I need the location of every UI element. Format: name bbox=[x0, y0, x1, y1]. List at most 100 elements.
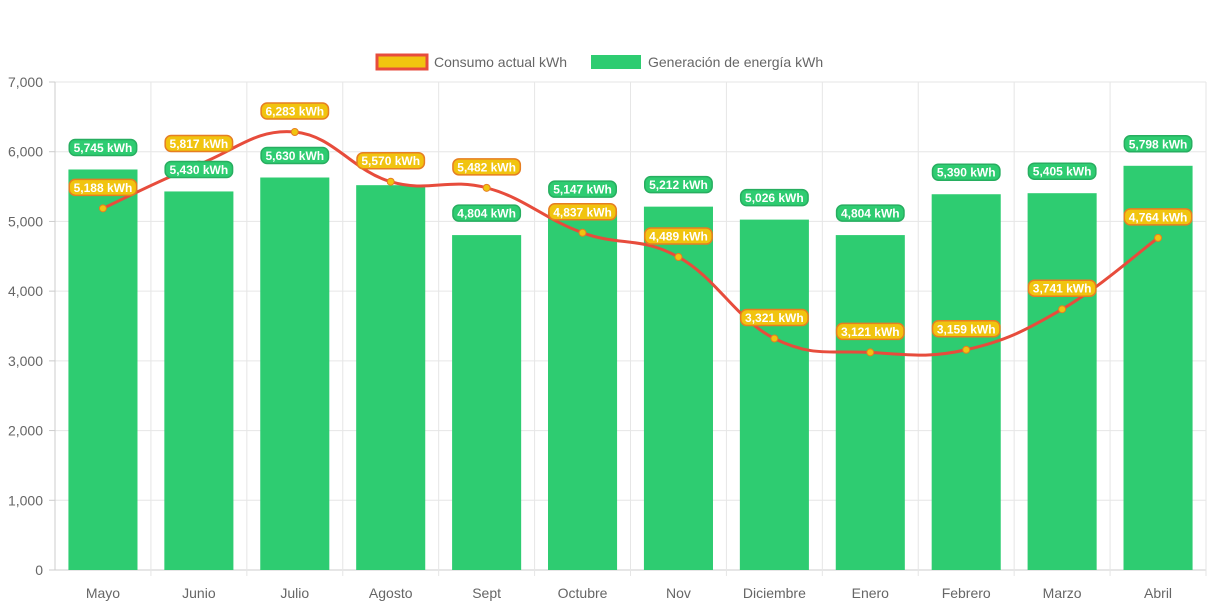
line-data-label: 5,570 kWh bbox=[356, 151, 426, 170]
line-data-label: 4,764 kWh bbox=[1123, 208, 1193, 226]
data-labels: 5,745 kWh 5,430 kWh 5,630 kWh 4,804 kWh 5,14… bbox=[68, 102, 1193, 341]
line-data-label: 5,482 kWh bbox=[452, 158, 522, 176]
bar-data-label: 5,390 kWh bbox=[931, 163, 1001, 181]
legend[interactable]: Consumo actual kWh Generación de energía … bbox=[375, 53, 823, 71]
legend-swatch-consumo bbox=[375, 53, 429, 71]
legend-item-generacion[interactable]: Generación de energía kWh bbox=[591, 54, 823, 70]
point-consumo[interactable] bbox=[866, 348, 875, 357]
x-tick-label: Febrero bbox=[942, 585, 991, 601]
y-tick-label: 2,000 bbox=[8, 423, 43, 439]
line-data-label: 4,489 kWh bbox=[644, 227, 713, 245]
bar-generacion[interactable] bbox=[356, 185, 426, 571]
bar-generacion[interactable] bbox=[68, 169, 138, 570]
bar-data-label: 5,405 kWh bbox=[1027, 162, 1097, 180]
line-data-label: 3,741 kWh bbox=[1027, 279, 1097, 297]
x-tick-label: Julio bbox=[280, 585, 309, 601]
bar-generacion[interactable] bbox=[1027, 193, 1097, 571]
svg-text:5,212 kWh: 5,212 kWh bbox=[649, 178, 708, 192]
bar-generacion[interactable] bbox=[931, 194, 1001, 571]
svg-text:5,147 kWh: 5,147 kWh bbox=[553, 183, 612, 197]
y-tick-label: 7,000 bbox=[8, 74, 43, 90]
bar-generacion[interactable] bbox=[835, 235, 905, 570]
line-data-label: 6,283 kWh bbox=[260, 102, 330, 120]
y-tick-label: 5,000 bbox=[8, 213, 43, 229]
axes: 0 1,000 2,000 3,000 4,000 5,000 6,000 7,000 Mayo… bbox=[8, 74, 1172, 601]
y-tick-label: 0 bbox=[35, 562, 43, 578]
svg-text:5,570 kWh: 5,570 kWh bbox=[361, 154, 420, 168]
svg-text:5,817 kWh: 5,817 kWh bbox=[170, 137, 229, 151]
x-tick-label: Junio bbox=[182, 585, 216, 601]
x-tick-label: Agosto bbox=[369, 585, 413, 601]
bar-data-label: 5,026 kWh bbox=[739, 188, 809, 207]
svg-text:6,283 kWh: 6,283 kWh bbox=[265, 104, 324, 118]
grid-lines bbox=[49, 81, 1207, 576]
point-consumo[interactable] bbox=[1058, 305, 1067, 314]
point-consumo[interactable] bbox=[962, 345, 971, 354]
legend-item-consumo[interactable]: Consumo actual kWh bbox=[375, 53, 567, 71]
svg-text:5,482 kWh: 5,482 kWh bbox=[457, 160, 516, 174]
bar-generacion[interactable] bbox=[643, 206, 713, 570]
legend-swatch-generacion bbox=[591, 55, 641, 69]
bar-generacion[interactable] bbox=[164, 191, 234, 571]
point-consumo[interactable] bbox=[1154, 233, 1163, 242]
svg-text:5,405 kWh: 5,405 kWh bbox=[1033, 165, 1092, 179]
point-consumo[interactable] bbox=[674, 253, 683, 262]
bar-data-label: 4,804 kWh bbox=[452, 204, 522, 222]
point-consumo[interactable] bbox=[482, 183, 491, 192]
svg-text:5,026 kWh: 5,026 kWh bbox=[745, 191, 804, 205]
y-tick-label: 1,000 bbox=[8, 492, 43, 508]
line-data-label: 3,159 kWh bbox=[931, 320, 1001, 338]
bar-data-label: 5,430 kWh bbox=[164, 160, 234, 179]
bar-data-label: 5,798 kWh bbox=[1123, 135, 1193, 153]
line-data-label: 5,817 kWh bbox=[164, 134, 234, 153]
bar-data-label: 5,745 kWh bbox=[68, 138, 138, 157]
svg-text:3,159 kWh: 3,159 kWh bbox=[937, 322, 996, 336]
point-consumo[interactable] bbox=[578, 228, 587, 237]
point-consumo[interactable] bbox=[290, 127, 299, 136]
bar-data-label: 5,630 kWh bbox=[260, 146, 330, 165]
line-consumo[interactable] bbox=[102, 130, 1159, 357]
svg-text:3,321 kWh: 3,321 kWh bbox=[745, 311, 804, 325]
bar-data-label: 5,212 kWh bbox=[644, 175, 713, 194]
line-data-label: 4,837 kWh bbox=[548, 203, 617, 221]
svg-text:4,804 kWh: 4,804 kWh bbox=[457, 207, 516, 221]
bar-generacion[interactable] bbox=[1123, 165, 1193, 570]
svg-text:4,804 kWh: 4,804 kWh bbox=[841, 207, 900, 221]
x-tick-label: Octubre bbox=[558, 585, 608, 601]
bar-generacion[interactable] bbox=[260, 177, 330, 570]
svg-text:4,764 kWh: 4,764 kWh bbox=[1129, 210, 1188, 224]
y-tick-label: 4,000 bbox=[8, 283, 43, 299]
svg-text:4,837 kWh: 4,837 kWh bbox=[553, 205, 612, 219]
line-data-label: 3,121 kWh bbox=[835, 322, 905, 341]
svg-text:5,745 kWh: 5,745 kWh bbox=[74, 141, 133, 155]
svg-text:5,630 kWh: 5,630 kWh bbox=[265, 149, 324, 163]
point-consumo[interactable] bbox=[386, 177, 395, 186]
svg-text:5,390 kWh: 5,390 kWh bbox=[937, 166, 996, 180]
point-consumo[interactable] bbox=[770, 334, 779, 343]
bar-series-generacion bbox=[68, 165, 1193, 571]
x-tick-label: Abril bbox=[1144, 585, 1172, 601]
x-tick-label: Enero bbox=[852, 585, 890, 601]
x-tick-label: Marzo bbox=[1043, 585, 1082, 601]
y-tick-label: 3,000 bbox=[8, 353, 43, 369]
svg-text:5,430 kWh: 5,430 kWh bbox=[170, 163, 229, 177]
x-tick-label: Mayo bbox=[86, 585, 120, 601]
legend-label-generacion: Generación de energía kWh bbox=[648, 54, 823, 70]
svg-text:5,798 kWh: 5,798 kWh bbox=[1129, 137, 1188, 151]
legend-label-consumo: Consumo actual kWh bbox=[434, 54, 567, 70]
x-tick-label: Nov bbox=[666, 585, 691, 601]
bar-generacion[interactable] bbox=[548, 211, 618, 570]
line-data-label: 5,188 kWh bbox=[68, 178, 138, 197]
bar-generacion[interactable] bbox=[739, 219, 809, 570]
line-data-label: 3,321 kWh bbox=[739, 308, 809, 327]
bar-generacion[interactable] bbox=[452, 235, 522, 570]
x-tick-label: Sept bbox=[472, 585, 501, 601]
point-consumo[interactable] bbox=[98, 204, 107, 213]
bar-data-label: 4,804 kWh bbox=[835, 204, 905, 222]
svg-text:3,121 kWh: 3,121 kWh bbox=[841, 325, 900, 339]
y-tick-label: 6,000 bbox=[8, 144, 43, 160]
svg-text:3,741 kWh: 3,741 kWh bbox=[1033, 282, 1092, 296]
svg-text:5,188 kWh: 5,188 kWh bbox=[74, 181, 133, 195]
